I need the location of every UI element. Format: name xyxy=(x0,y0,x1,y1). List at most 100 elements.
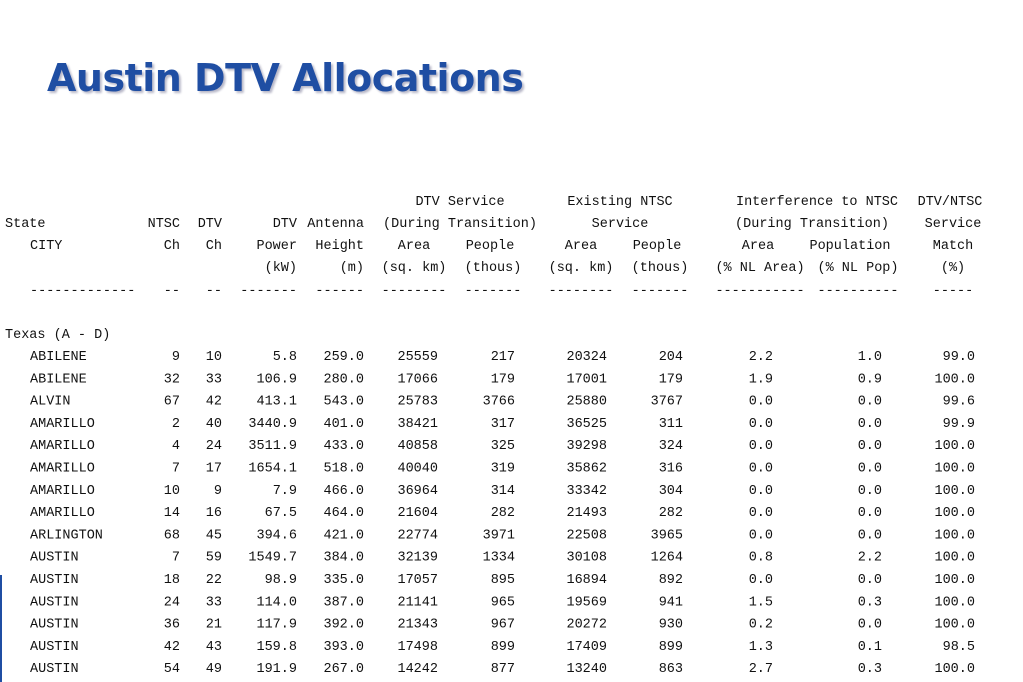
data-cell: 0.0 xyxy=(858,484,882,499)
header-cell: (kW) xyxy=(265,261,297,276)
data-cell: 32139 xyxy=(397,551,438,566)
data-cell: 518.0 xyxy=(323,462,364,477)
data-cell: 100.0 xyxy=(934,573,975,588)
data-cell: 895 xyxy=(491,573,515,588)
data-cell: 16 xyxy=(206,506,222,521)
separator: ------------- xyxy=(30,284,135,299)
data-cell: 892 xyxy=(659,573,683,588)
data-cell: 14 xyxy=(164,506,180,521)
section-label: Texas (A - D) xyxy=(5,328,110,343)
data-cell: 40040 xyxy=(397,462,438,477)
data-cell: 314 xyxy=(491,484,515,499)
data-cell: 335.0 xyxy=(323,573,364,588)
header-cell: Ch xyxy=(164,239,180,254)
data-cell: 1.0 xyxy=(858,350,882,365)
data-cell: 100.0 xyxy=(934,662,975,677)
data-cell: 464.0 xyxy=(323,506,364,521)
separator: -- xyxy=(164,284,180,299)
header-cell: (%) xyxy=(941,261,965,276)
header-cell: People xyxy=(466,239,515,254)
data-cell: 324 xyxy=(659,439,683,454)
data-cell: 0.0 xyxy=(749,462,773,477)
data-cell: 21493 xyxy=(566,506,607,521)
header-cell: DTV Service xyxy=(415,195,504,210)
data-cell: 3965 xyxy=(651,528,683,543)
city-cell: AMARILLO xyxy=(30,484,95,499)
data-cell: 0.0 xyxy=(749,395,773,410)
data-cell: 117.9 xyxy=(256,618,297,633)
data-cell: 0.0 xyxy=(858,506,882,521)
data-cell: 0.0 xyxy=(858,573,882,588)
data-cell: 99.0 xyxy=(943,350,975,365)
city-cell: AMARILLO xyxy=(30,506,95,521)
data-cell: 100.0 xyxy=(934,372,975,387)
city-cell: AUSTIN xyxy=(30,595,79,610)
separator: -- xyxy=(206,284,222,299)
data-cell: 0.0 xyxy=(858,395,882,410)
data-cell: 3511.9 xyxy=(248,439,297,454)
header-cell: Area xyxy=(565,239,597,254)
data-cell: 21 xyxy=(206,618,222,633)
data-cell: 863 xyxy=(659,662,683,677)
data-cell: 100.0 xyxy=(934,618,975,633)
city-cell: AUSTIN xyxy=(30,618,79,633)
data-cell: 159.8 xyxy=(256,640,297,655)
data-cell: 25783 xyxy=(397,395,438,410)
data-cell: 877 xyxy=(491,662,515,677)
header-cell: Ch xyxy=(206,239,222,254)
data-cell: 2.7 xyxy=(749,662,773,677)
city-cell: ALVIN xyxy=(30,395,71,410)
city-cell: AMARILLO xyxy=(30,417,95,432)
data-cell: 311 xyxy=(659,417,683,432)
city-cell: ABILENE xyxy=(30,372,87,387)
data-cell: 9 xyxy=(172,350,180,365)
data-cell: 17001 xyxy=(566,372,607,387)
data-cell: 466.0 xyxy=(323,484,364,499)
data-cell: 179 xyxy=(659,372,683,387)
data-cell: 413.1 xyxy=(256,395,297,410)
data-cell: 24 xyxy=(206,439,222,454)
data-cell: 387.0 xyxy=(323,595,364,610)
data-cell: 2.2 xyxy=(858,551,882,566)
data-cell: 421.0 xyxy=(323,528,364,543)
data-cell: 67 xyxy=(164,395,180,410)
slide-title: Austin DTV Allocations xyxy=(47,56,524,100)
data-cell: 99.9 xyxy=(943,417,975,432)
data-cell: 0.0 xyxy=(858,618,882,633)
header-cell: Area xyxy=(398,239,430,254)
data-cell: 3767 xyxy=(651,395,683,410)
header-cell: Population xyxy=(809,239,890,254)
data-cell: 22774 xyxy=(397,528,438,543)
data-cell: 54 xyxy=(164,662,180,677)
data-cell: 0.0 xyxy=(858,417,882,432)
data-cell: 33 xyxy=(206,372,222,387)
header-cell: CITY xyxy=(30,239,62,254)
data-cell: 21343 xyxy=(397,618,438,633)
data-cell: 59 xyxy=(206,551,222,566)
data-cell: 100.0 xyxy=(934,528,975,543)
data-cell: 0.8 xyxy=(749,551,773,566)
header-cell: Height xyxy=(315,239,364,254)
data-cell: 899 xyxy=(491,640,515,655)
data-cell: 36525 xyxy=(566,417,607,432)
header-cell: (During Transition) xyxy=(383,217,537,232)
data-cell: 22508 xyxy=(566,528,607,543)
data-cell: 1334 xyxy=(483,551,515,566)
data-cell: 191.9 xyxy=(256,662,297,677)
data-cell: 17066 xyxy=(397,372,438,387)
data-cell: 39298 xyxy=(566,439,607,454)
data-cell: 32 xyxy=(164,372,180,387)
header-cell: Area xyxy=(742,239,774,254)
data-cell: 106.9 xyxy=(256,372,297,387)
data-cell: 40858 xyxy=(397,439,438,454)
separator: ------- xyxy=(465,284,522,299)
data-cell: 5.8 xyxy=(273,350,297,365)
separator: ----------- xyxy=(715,284,804,299)
data-cell: 100.0 xyxy=(934,484,975,499)
data-cell: 19569 xyxy=(566,595,607,610)
data-cell: 316 xyxy=(659,462,683,477)
data-cell: 68 xyxy=(164,528,180,543)
data-cell: 217 xyxy=(491,350,515,365)
data-cell: 317 xyxy=(491,417,515,432)
data-cell: 33 xyxy=(206,595,222,610)
